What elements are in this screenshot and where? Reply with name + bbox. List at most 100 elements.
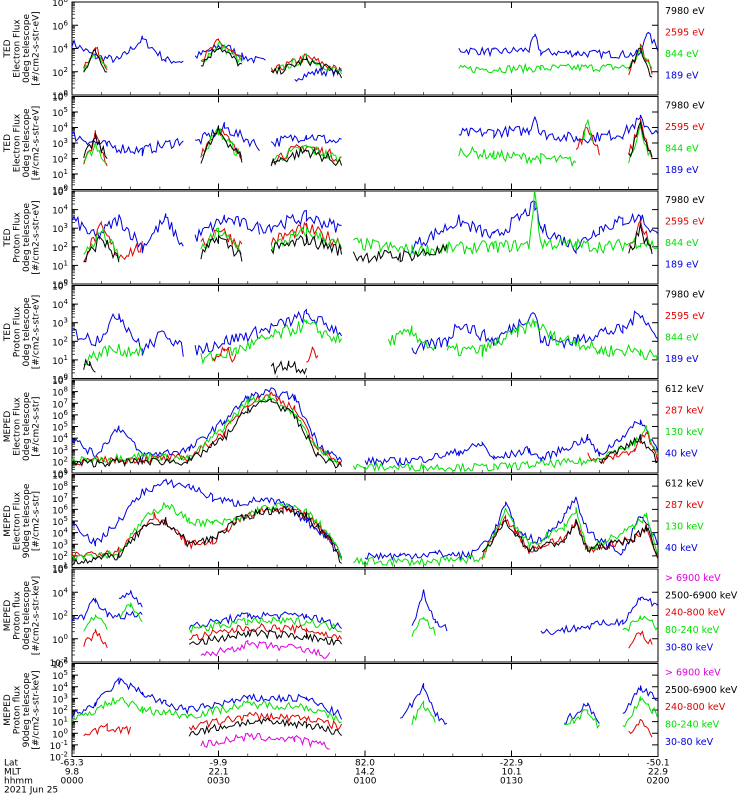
series-line xyxy=(212,346,237,363)
series-line xyxy=(194,214,260,242)
y-tick-label: 106 xyxy=(52,503,68,516)
series-line xyxy=(259,308,343,337)
legend-entry: > 6900 keV xyxy=(665,573,721,584)
series-line xyxy=(200,227,243,255)
y-tick-label: 108 xyxy=(52,480,68,493)
panel-frame xyxy=(71,474,659,568)
x-tick-label: 22.1 xyxy=(208,768,228,778)
y-axis-label: 0deg telescope xyxy=(22,392,32,462)
series-line xyxy=(628,630,653,649)
legend-entry: 130 keV xyxy=(665,427,704,438)
y-tick-label: 109 xyxy=(52,469,68,482)
series-line xyxy=(581,119,594,142)
y-axis-label: Electron Flux xyxy=(13,491,23,550)
series-line xyxy=(83,629,108,648)
series-line xyxy=(200,127,243,161)
x-tick-label: 0200 xyxy=(647,777,670,787)
series-line xyxy=(72,503,343,560)
y-axis-label: 90deg telescope xyxy=(22,483,32,558)
legend-entry: 7980 eV xyxy=(665,290,705,301)
y-tick-label: 106 xyxy=(52,19,68,32)
legend-entry: 2595 eV xyxy=(665,122,705,133)
legend-entry: 240-800 keV xyxy=(665,702,726,713)
x-row-label: hhmm xyxy=(4,777,33,787)
y-axis-label: Electron Flux xyxy=(13,397,23,456)
series-line xyxy=(83,48,108,73)
series-line xyxy=(72,597,143,622)
panel-frame xyxy=(71,96,659,190)
series-line xyxy=(188,611,342,630)
x-tick-label: -22.9 xyxy=(500,759,524,769)
series-line xyxy=(200,639,331,659)
legend-entry: 189 eV xyxy=(665,165,699,176)
series-line xyxy=(411,310,658,355)
series-line xyxy=(200,125,243,164)
series-line xyxy=(200,234,243,262)
legend-entry: 844 eV xyxy=(665,49,699,60)
series-line xyxy=(294,66,343,82)
series-line xyxy=(72,312,184,357)
y-tick-label: 101 xyxy=(52,354,68,367)
legend-entry: 189 eV xyxy=(665,354,699,365)
y-axis-label: Electron Flux xyxy=(13,19,23,78)
y-tick-label: 105 xyxy=(52,669,68,682)
y-axis-label: TED xyxy=(3,134,13,153)
legend-entry: 2595 eV xyxy=(665,27,705,38)
series-line xyxy=(458,31,658,60)
y-tick-label: 104 xyxy=(52,527,68,540)
y-axis-label: Proton flux xyxy=(13,591,23,640)
series-line xyxy=(195,122,260,152)
legend-entry: 80-240 keV xyxy=(665,625,720,636)
y-axis-label: [#/cm2-s-str-eV] xyxy=(32,295,42,370)
x-tick-label: 9.8 xyxy=(65,768,80,778)
y-axis-label: [#/cm2-s-str] xyxy=(32,396,42,456)
y-axis-label: TED xyxy=(3,39,13,58)
legend-entry: 240-800 keV xyxy=(665,608,726,619)
series-line xyxy=(622,696,658,728)
x-tick-label: 10.1 xyxy=(501,768,521,778)
series-line xyxy=(628,123,653,164)
series-line xyxy=(189,622,343,641)
y-tick-label: 106 xyxy=(52,658,68,671)
panel-frame xyxy=(71,568,659,663)
x-tick-label: 0130 xyxy=(500,777,523,787)
legend-entry: 844 eV xyxy=(665,143,699,154)
y-tick-label: 108 xyxy=(52,386,68,399)
series-line xyxy=(200,128,243,158)
y-tick-label: 100 xyxy=(52,278,68,291)
series-line xyxy=(306,346,319,363)
series-line xyxy=(628,47,653,78)
y-tick-label: 106 xyxy=(52,409,68,422)
y-tick-label: 102 xyxy=(52,550,68,563)
series-line xyxy=(118,602,143,622)
y-axis-label: [#/cm2-s-str-keV] xyxy=(32,576,42,655)
series-line xyxy=(352,507,658,568)
series-line xyxy=(194,325,260,356)
y-tick-label: 102 xyxy=(52,455,68,468)
series-line xyxy=(387,325,436,352)
y-tick-label: 100 xyxy=(52,184,68,197)
y-tick-label: 104 xyxy=(52,432,68,445)
y-axis-label: 0deg telescope xyxy=(22,297,32,367)
y-tick-label: 104 xyxy=(52,298,68,311)
y-tick-label: 102 xyxy=(52,241,68,254)
y-tick-label: 101 xyxy=(52,562,68,575)
x-tick-label: 22.9 xyxy=(648,768,668,778)
y-axis-label: [#/cm2-s-str-eV] xyxy=(32,106,42,181)
series-line xyxy=(72,478,343,559)
y-tick-label: 107 xyxy=(52,397,68,410)
series-line xyxy=(270,146,343,167)
y-axis-label: [#/cm2-s-str-eV] xyxy=(32,200,42,275)
y-tick-label: 103 xyxy=(52,317,68,330)
panel-frame xyxy=(71,190,659,285)
series-line xyxy=(364,419,658,467)
series-line xyxy=(411,699,436,726)
series-line xyxy=(446,317,658,362)
series-line xyxy=(83,235,120,263)
series-line xyxy=(352,243,448,264)
series-line xyxy=(83,142,108,165)
legend-entry: 844 eV xyxy=(665,332,699,343)
series-line xyxy=(411,589,448,632)
legend-entry: 30-80 keV xyxy=(665,642,714,653)
